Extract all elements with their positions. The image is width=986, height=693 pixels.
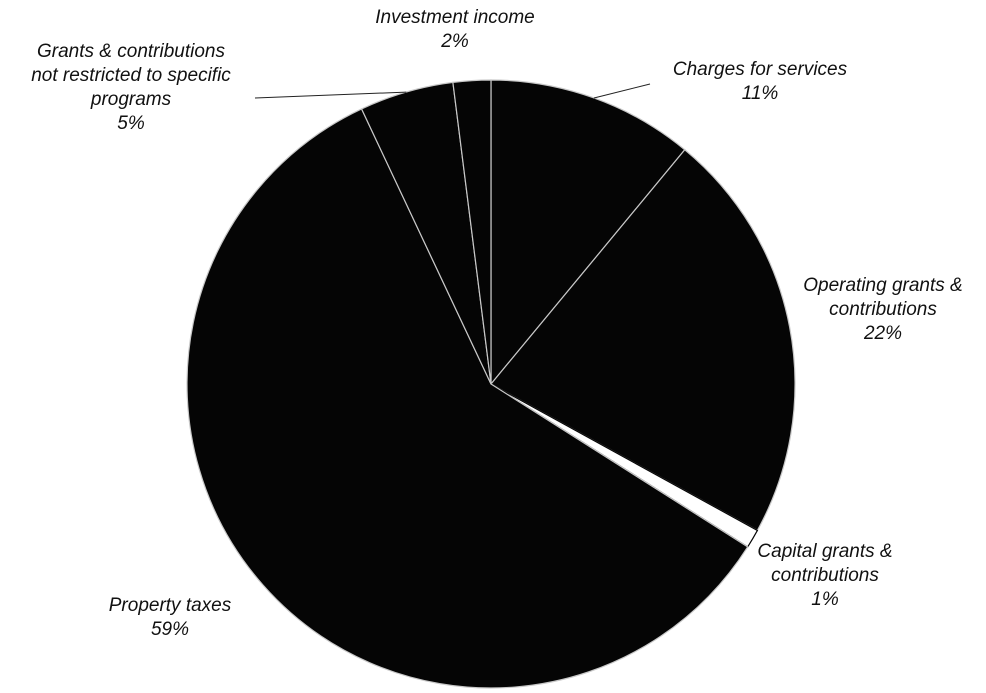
slice-label-investment-income: Investment income 2% — [345, 6, 565, 54]
label-line: Property taxes — [108, 595, 232, 616]
label-line: Grants & contributions — [37, 41, 225, 62]
percent-label: 59% — [150, 619, 190, 640]
label-line: Capital grants & — [757, 541, 893, 562]
slice-label-capital-grants: Capital grants & contributions 1% — [720, 540, 930, 612]
label-line: not restricted to specific — [31, 65, 231, 86]
slice-label-grants-not-restricted: Grants & contributions not restricted to… — [0, 40, 262, 136]
percent-label: 5% — [117, 113, 145, 134]
label-line: Charges for services — [672, 59, 848, 80]
label-line: contributions — [829, 299, 937, 320]
pie-slice — [490, 148, 796, 532]
slice-label-operating-grants: Operating grants & contributions 22% — [780, 274, 986, 346]
pie-slice — [452, 79, 492, 385]
pie-slices — [186, 79, 796, 689]
leader-lines — [254, 83, 651, 99]
label-line: Operating grants & — [803, 275, 963, 296]
pie-slice — [490, 79, 686, 386]
label-line: programs — [90, 89, 172, 110]
percent-label: 11% — [741, 83, 779, 104]
leader-line — [593, 83, 651, 99]
slice-label-property-taxes: Property taxes 59% — [70, 594, 270, 642]
label-line: Investment income — [375, 7, 535, 28]
label-line: contributions — [771, 565, 879, 586]
leader-line — [254, 91, 407, 99]
percent-label: 2% — [441, 31, 469, 52]
slice-label-charges-for-services: Charges for services 11% — [640, 58, 880, 106]
pie-slice — [186, 108, 749, 689]
percent-label: 1% — [811, 589, 839, 610]
percent-label: 22% — [863, 323, 903, 344]
